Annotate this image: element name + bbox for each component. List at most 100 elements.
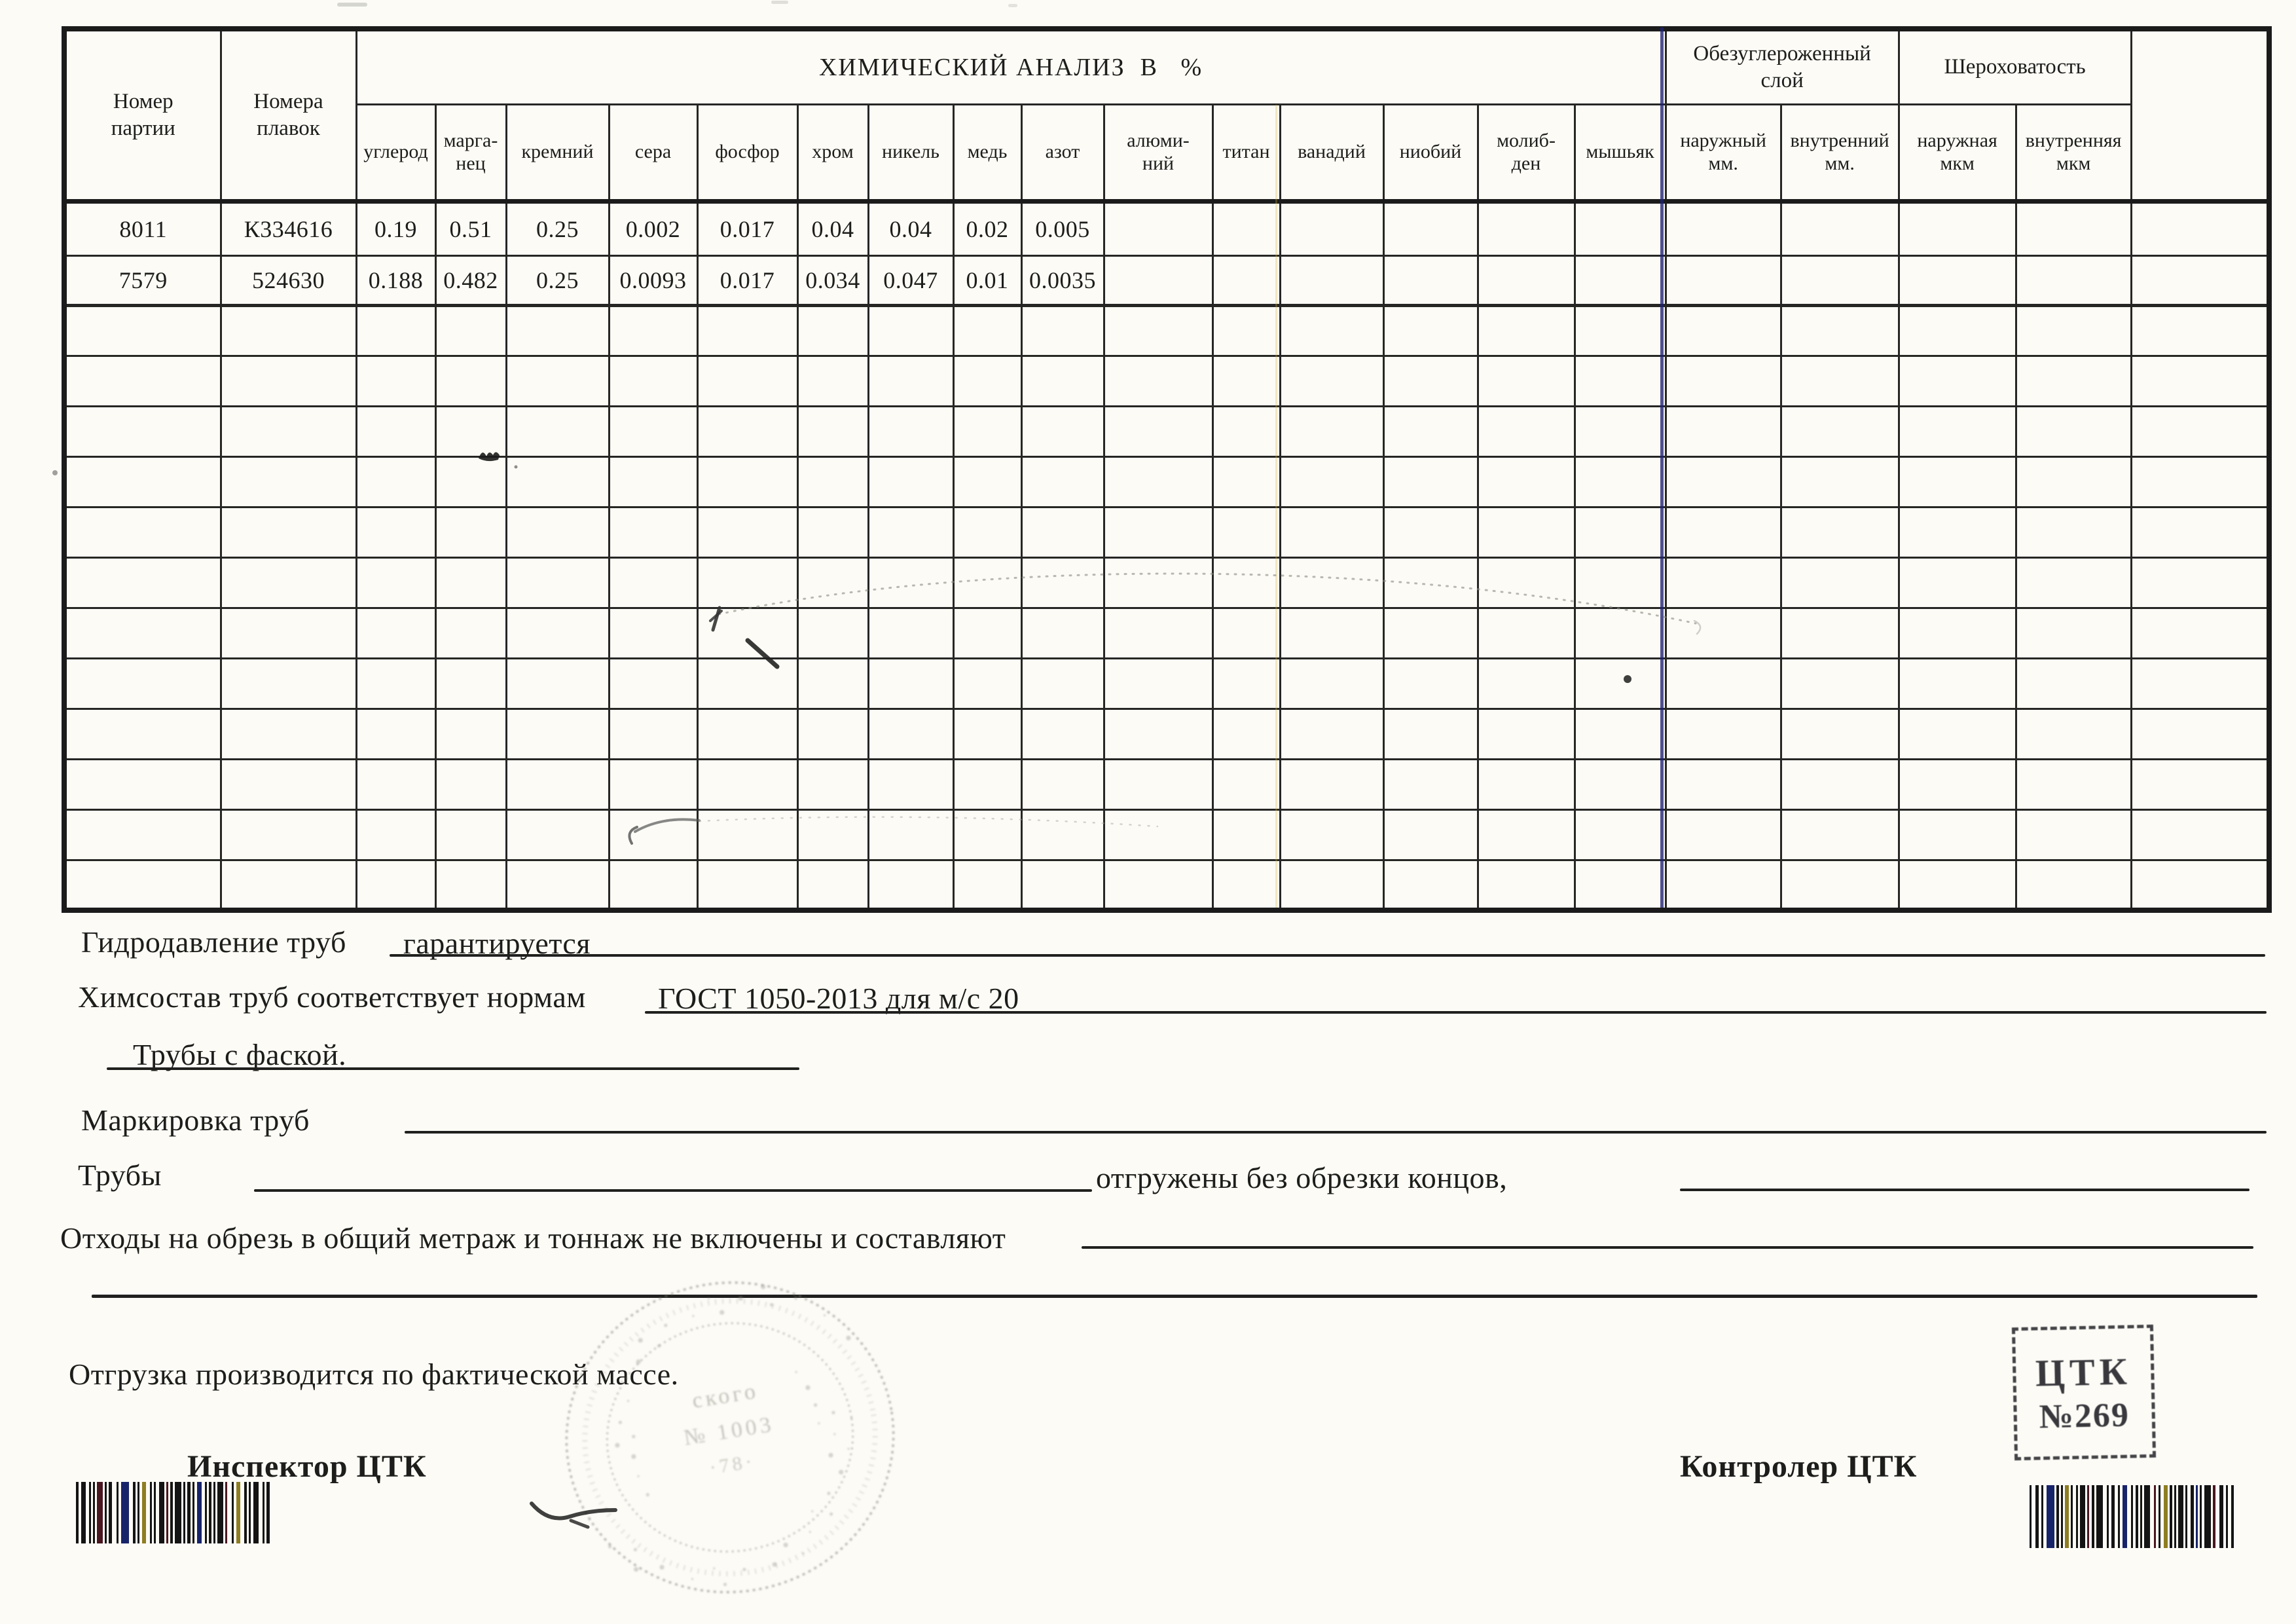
cell-empty <box>796 808 869 861</box>
cell-empty <box>1382 506 1479 559</box>
barcode-bar <box>2111 1485 2115 1548</box>
cell-empty <box>1382 556 1479 609</box>
cell-empty <box>2130 808 2270 861</box>
stamp-speckle <box>772 1562 777 1567</box>
cell-empty <box>219 455 357 508</box>
cell-empty <box>1279 858 1385 912</box>
cell-empty <box>796 858 869 912</box>
barcode-bar <box>166 1482 168 1543</box>
stamp-speckle <box>847 1447 850 1450</box>
cell-empty <box>1779 606 1900 659</box>
cell-roughness-outer-um <box>1897 200 2017 257</box>
cell-empty <box>2014 354 2132 407</box>
cell-empty <box>2130 304 2270 357</box>
cell-phosphorus: 0.017 <box>696 254 799 307</box>
ruled-line <box>107 1067 799 1070</box>
cell-empty <box>434 304 507 357</box>
group-header-roughness: Шероховатость <box>1897 28 2132 105</box>
cell-empty <box>796 405 869 458</box>
cell-empty <box>63 758 222 811</box>
cell-empty <box>434 405 507 458</box>
cell-empty <box>1279 304 1385 357</box>
stamp-speckle <box>664 1323 668 1327</box>
cell-empty <box>1664 858 1782 912</box>
cell-empty <box>1897 657 2017 710</box>
barcode-bar <box>89 1482 91 1543</box>
round-stamp-text: ·78· <box>708 1450 756 1479</box>
scan-speck <box>337 3 367 7</box>
cell-empty <box>2014 304 2132 357</box>
cell-empty <box>867 758 955 811</box>
cell-empty <box>1020 606 1105 659</box>
cell-empty <box>867 606 955 659</box>
cell-empty <box>434 707 507 760</box>
cell-molybdenum <box>1476 254 1576 307</box>
cell-empty <box>1382 455 1479 508</box>
cell-nitrogen: 0.0035 <box>1020 254 1105 307</box>
cell-empty <box>1476 657 1576 710</box>
cell-empty <box>505 455 610 508</box>
cell-empty <box>355 304 437 357</box>
ruled-line <box>92 1295 2257 1298</box>
cell-empty <box>1102 606 1214 659</box>
stamp-speckle <box>659 1564 665 1570</box>
cell-empty <box>952 506 1023 559</box>
col-header-niobium: ниобий <box>1382 103 1479 204</box>
cell-empty <box>1573 304 1667 357</box>
cell-empty <box>1279 707 1385 760</box>
stamp-speckle <box>632 1435 636 1439</box>
cell-empty <box>796 354 869 407</box>
group-header-chemical-analysis: ХИМИЧЕСКИЙ АНАЛИЗ В % <box>355 28 1667 105</box>
controller-signature-label: Контролер ЦТК <box>1680 1449 1918 1484</box>
cell-empty <box>796 606 869 659</box>
cell-empty <box>1476 858 1576 912</box>
cell-empty <box>434 758 507 811</box>
cell-empty <box>1382 354 1479 407</box>
cell-empty <box>63 304 222 357</box>
cell-empty <box>1211 354 1281 407</box>
cell-empty <box>952 808 1023 861</box>
blue-scan-line <box>1660 28 1664 908</box>
cell-empty <box>63 808 222 861</box>
col-header-batch-number: Номер партии <box>63 28 222 204</box>
barcode-bar <box>2041 1485 2043 1548</box>
cell-empty <box>2130 758 2270 811</box>
barcode-bar <box>209 1482 211 1543</box>
ruled-line <box>1082 1246 2253 1249</box>
cell-empty <box>696 606 799 659</box>
cell-empty <box>608 858 699 912</box>
cell-empty <box>505 808 610 861</box>
cell-empty <box>63 506 222 559</box>
cell-empty <box>434 354 507 407</box>
barcode-bar <box>81 1482 86 1543</box>
cell-titanium <box>1211 254 1281 307</box>
cell-empty <box>1279 455 1385 508</box>
cell-empty <box>1573 858 1667 912</box>
cell-empty <box>219 657 357 710</box>
barcode-bar <box>76 1482 79 1543</box>
cell-empty <box>434 808 507 861</box>
col-header-roughness-inner-um: внутренняя мкм <box>2014 103 2132 204</box>
cell-empty <box>1779 758 1900 811</box>
cell-decarb-inner-mm <box>1779 200 1900 257</box>
cell-empty <box>1897 858 2017 912</box>
cell-empty <box>219 707 357 760</box>
cell-empty <box>355 657 437 710</box>
col-header-vanadium: ванадий <box>1279 103 1385 204</box>
stamp-speckle <box>713 1567 716 1570</box>
cell-empty <box>1382 858 1479 912</box>
cell-empty <box>608 556 699 609</box>
cell-empty <box>63 354 222 407</box>
barcode-bar <box>93 1482 95 1543</box>
barcode-right <box>2030 1485 2240 1548</box>
stamp-speckle <box>691 1578 694 1580</box>
cell-empty <box>1102 556 1214 609</box>
cell-empty <box>1020 405 1105 458</box>
col-header-chromium: хром <box>796 103 869 204</box>
barcode-bar <box>2107 1485 2109 1548</box>
cell-empty <box>1779 304 1900 357</box>
cell-empty <box>1664 354 1782 407</box>
barcode-bar <box>183 1482 185 1543</box>
cell-empty <box>1211 304 1281 357</box>
cell-empty <box>1573 354 1667 407</box>
